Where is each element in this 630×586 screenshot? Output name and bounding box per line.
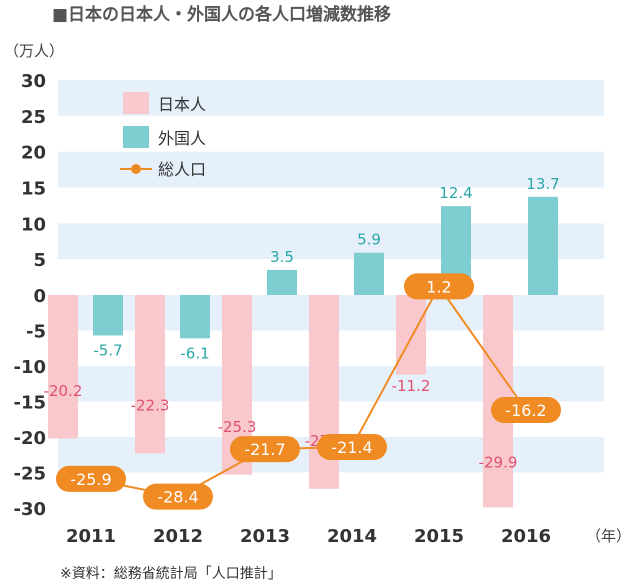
source-note: ※資料：総務省統計局「人口推計」 xyxy=(60,566,282,582)
total-point-badge xyxy=(230,436,300,463)
bar-foreign xyxy=(354,252,384,295)
bar-foreign xyxy=(180,295,210,339)
label-foreign: 12.4 xyxy=(439,184,472,202)
label-japanese: -22.3 xyxy=(131,397,170,415)
legend-swatch-foreign xyxy=(123,126,149,148)
y-tick-label: -10 xyxy=(13,357,46,378)
x-tick-label: 2015 xyxy=(414,526,464,547)
legend-label-total: 総人口 xyxy=(158,160,206,179)
label-foreign: 3.5 xyxy=(270,248,294,266)
y-tick-label: -30 xyxy=(13,499,46,520)
label-foreign: 13.7 xyxy=(526,175,559,193)
legend-swatch-japanese xyxy=(123,92,149,114)
label-total: -25.9 xyxy=(70,470,111,489)
total-point-badge xyxy=(317,433,387,460)
background-band xyxy=(58,223,604,260)
x-tick-label: 2012 xyxy=(153,526,203,547)
y-tick-label: 0 xyxy=(33,286,46,307)
label-foreign: -5.7 xyxy=(93,341,122,359)
x-axis-ticks: 2011 2012 2013 2014 2015 2016 xyxy=(66,526,551,547)
total-point-badge xyxy=(56,465,126,492)
bar-foreign xyxy=(93,295,123,336)
label-total: 1.2 xyxy=(426,277,451,296)
label-total: -28.4 xyxy=(157,488,198,507)
bar-japanese xyxy=(48,295,78,439)
y-tick-label: -5 xyxy=(26,322,46,343)
y-tick-label: 15 xyxy=(21,179,46,200)
total-point-badge xyxy=(491,397,561,424)
total-point-badge xyxy=(143,483,213,510)
label-japanese: -20.2 xyxy=(44,382,83,400)
legend-label-foreign: 外国人 xyxy=(158,129,206,148)
label-japanese: -11.2 xyxy=(392,377,431,395)
legend-marker-total xyxy=(131,164,141,174)
bar-foreign xyxy=(528,196,558,295)
total-population-line: -25.9 -28.4 -21.7 -21.4 1.2 -16.2 xyxy=(56,273,561,510)
total-point-badge xyxy=(404,273,474,300)
label-foreign: -6.1 xyxy=(180,344,209,362)
x-axis-unit-label: （年） xyxy=(586,527,630,545)
y-tick-label: 10 xyxy=(21,214,46,235)
legend: 日本人 外国人 総人口 xyxy=(120,92,206,179)
y-tick-label: -20 xyxy=(13,428,46,449)
y-axis-ticks: 30 25 20 15 10 5 0 -5 -10 -15 -20 -25 -30 xyxy=(13,71,46,520)
y-tick-label: 30 xyxy=(21,71,46,92)
label-total: -21.7 xyxy=(244,440,285,459)
y-tick-label: 25 xyxy=(21,107,46,128)
label-foreign: 5.9 xyxy=(357,231,381,249)
y-tick-label: -15 xyxy=(13,393,46,414)
x-tick-label: 2013 xyxy=(240,526,290,547)
y-tick-label: 20 xyxy=(21,143,46,164)
x-tick-label: 2014 xyxy=(327,526,377,547)
legend-label-japanese: 日本人 xyxy=(158,95,206,114)
label-japanese: -25.3 xyxy=(218,418,257,436)
label-total: -16.2 xyxy=(505,401,546,420)
y-tick-label: -25 xyxy=(13,464,46,485)
y-tick-label: 5 xyxy=(33,250,46,271)
bar-japanese xyxy=(396,295,426,375)
bar-japanese xyxy=(135,295,165,454)
y-axis-unit-label: （万人） xyxy=(4,42,64,60)
x-tick-label: 2011 xyxy=(66,526,116,547)
bar-foreign xyxy=(267,269,297,295)
label-total: -21.4 xyxy=(331,438,372,457)
label-japanese: -29.9 xyxy=(479,453,518,471)
chart-title: ■日本の日本人・外国人の各人口増減数推移 xyxy=(52,4,391,25)
x-tick-label: 2016 xyxy=(501,526,551,547)
